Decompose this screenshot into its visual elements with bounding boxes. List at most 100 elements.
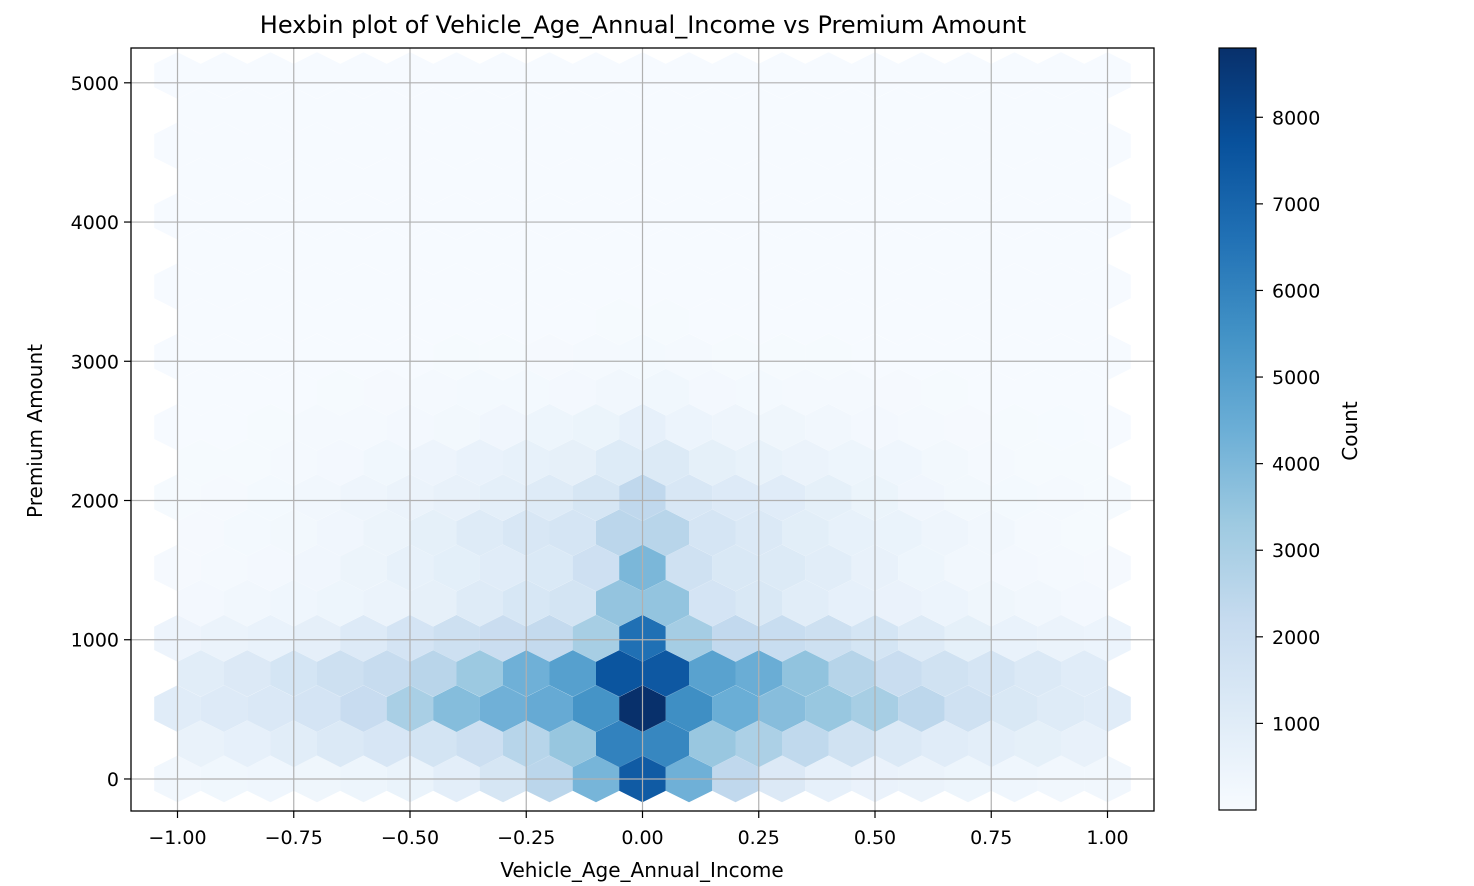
hex-cell xyxy=(479,685,527,732)
hex-cell xyxy=(1014,579,1061,627)
y-axis-ticks: 0 1000 2000 3000 4000 5000 xyxy=(71,73,131,791)
hex-cell xyxy=(665,52,713,99)
hex-cell xyxy=(1061,650,1108,697)
hex-cell xyxy=(479,122,527,170)
hex-cell xyxy=(828,368,875,416)
hex-cell xyxy=(456,87,503,135)
hex-cell xyxy=(1014,439,1061,486)
hex-cell xyxy=(363,298,410,346)
hex-cell xyxy=(782,298,829,346)
hex-cell xyxy=(596,650,643,697)
hex-cell xyxy=(991,122,1038,170)
hex-cell xyxy=(875,650,922,697)
hex-cell xyxy=(340,685,387,732)
x-tick-label: −0.75 xyxy=(265,827,323,849)
hex-cell xyxy=(363,228,410,275)
x-axis-label: Vehicle_Age_Annual_Income xyxy=(500,858,783,882)
hex-cell xyxy=(456,298,503,346)
x-axis-ticks: −1.00 −0.75 −0.50 −0.25 0.00 0.25 0.50 0.75 1.00 xyxy=(148,811,1129,849)
hex-cell xyxy=(224,650,271,697)
hex-cell xyxy=(247,52,294,99)
hex-cell xyxy=(433,403,480,451)
colorbar-tick-label: 3000 xyxy=(1272,540,1320,562)
hex-cell xyxy=(782,228,829,275)
hex-cell xyxy=(177,228,224,275)
hex-cell xyxy=(340,474,387,521)
hex-cell xyxy=(758,263,806,310)
hex-cell xyxy=(200,122,248,170)
x-tick-label: −0.50 xyxy=(381,827,439,849)
hex-cell xyxy=(247,333,294,381)
hex-cell xyxy=(944,122,992,170)
hex-cell xyxy=(293,52,341,99)
hex-cell xyxy=(689,579,736,627)
colorbar-tick-label: 7000 xyxy=(1272,194,1320,216)
hex-cell xyxy=(317,509,364,557)
hex-cell xyxy=(944,403,992,451)
hex-cell xyxy=(758,333,806,381)
hex-cell xyxy=(1014,298,1061,346)
hex-cell xyxy=(1014,650,1061,697)
hex-cell xyxy=(456,509,503,557)
hex-cell xyxy=(596,298,643,346)
hex-cell xyxy=(712,403,759,451)
x-tick-label: −1.00 xyxy=(148,827,206,849)
hex-cell xyxy=(665,403,713,451)
hex-cell xyxy=(1061,228,1108,275)
hex-cell xyxy=(572,192,620,240)
hex-cell xyxy=(782,720,829,768)
hex-cell xyxy=(689,439,736,486)
hex-cell xyxy=(665,333,713,381)
hex-cell xyxy=(549,720,596,768)
hex-cell xyxy=(572,122,620,170)
hex-cell xyxy=(293,544,341,592)
hex-cell xyxy=(247,403,294,451)
hex-cell xyxy=(433,333,480,381)
hex-cell xyxy=(712,192,759,240)
hex-cell xyxy=(758,614,806,662)
hex-cell xyxy=(665,263,713,310)
hex-cell xyxy=(340,192,387,240)
hex-cell xyxy=(642,87,689,135)
hex-cell xyxy=(549,228,596,275)
hex-cell xyxy=(479,263,527,310)
hex-cell xyxy=(340,52,387,99)
hex-cell xyxy=(898,122,945,170)
hex-cell xyxy=(782,439,829,486)
hex-cell xyxy=(1037,333,1085,381)
hex-cell xyxy=(898,403,945,451)
hex-cell xyxy=(642,720,689,768)
hex-cell xyxy=(572,263,620,310)
hex-cell xyxy=(1014,368,1061,416)
x-tick-label: 0.50 xyxy=(854,827,896,849)
hex-cell xyxy=(1037,685,1085,732)
hex-cell xyxy=(177,720,224,768)
hex-cell xyxy=(898,192,945,240)
hex-cell xyxy=(805,263,852,310)
hex-cell xyxy=(805,52,852,99)
hex-cell xyxy=(642,368,689,416)
colorbar-tick-label: 2000 xyxy=(1272,627,1320,649)
hex-cell xyxy=(642,650,689,697)
hex-cell xyxy=(712,333,759,381)
hex-cell xyxy=(596,368,643,416)
hex-cell xyxy=(177,298,224,346)
colorbar-ticks: 1000 2000 3000 4000 5000 6000 7000 8000 xyxy=(1256,107,1320,735)
hex-cell xyxy=(1061,157,1108,205)
hex-cell xyxy=(596,579,643,627)
hex-cell xyxy=(549,439,596,486)
hex-cell xyxy=(782,579,829,627)
hex-cell xyxy=(526,192,573,240)
hex-cell xyxy=(1014,87,1061,135)
hex-cell xyxy=(875,87,922,135)
hex-cell xyxy=(526,333,573,381)
hex-cell xyxy=(758,192,806,240)
hex-cell xyxy=(526,122,573,170)
hex-cell xyxy=(526,52,573,99)
hex-cell xyxy=(433,122,480,170)
hex-cell xyxy=(479,192,527,240)
hex-cell xyxy=(363,439,410,486)
hex-cell xyxy=(1037,474,1085,521)
hex-cell xyxy=(712,685,759,732)
hex-cell xyxy=(689,509,736,557)
